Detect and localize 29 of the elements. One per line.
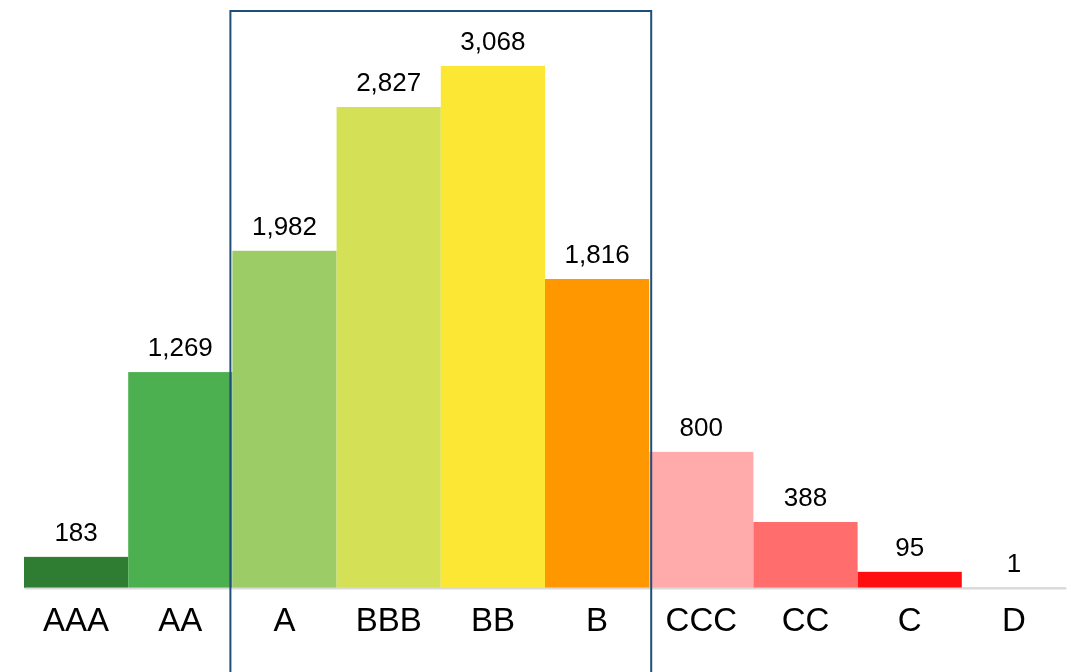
bar — [545, 279, 650, 588]
x-tick-label: AAA — [43, 600, 110, 638]
bar — [649, 451, 754, 588]
bar — [336, 107, 441, 588]
data-label: 1 — [1006, 547, 1022, 578]
x-tick-label: AA — [158, 600, 203, 638]
x-tick-label: BB — [470, 600, 515, 638]
data-label: 1,269 — [147, 332, 213, 363]
data-label: 2,827 — [356, 67, 422, 97]
x-tick-label: C — [897, 600, 922, 638]
bar — [753, 521, 858, 588]
x-tick-label: CC — [781, 600, 830, 638]
data-label: 3,068 — [460, 26, 526, 56]
bar — [24, 556, 129, 588]
x-tick-label: B — [586, 600, 609, 638]
bar — [128, 372, 233, 588]
x-tick-label: A — [273, 600, 296, 638]
x-tick-label: BBB — [355, 600, 422, 638]
data-label: 800 — [679, 411, 723, 442]
bar — [232, 250, 337, 588]
data-label: 183 — [54, 516, 98, 547]
bar — [857, 571, 962, 588]
data-label: 1,816 — [564, 239, 630, 270]
x-tick-label: D — [1001, 600, 1026, 638]
bar — [440, 66, 545, 588]
x-tick-label: CCC — [665, 600, 738, 638]
data-label: 1,982 — [251, 210, 318, 241]
data-label: 388 — [783, 481, 828, 512]
data-label: 95 — [895, 531, 925, 562]
